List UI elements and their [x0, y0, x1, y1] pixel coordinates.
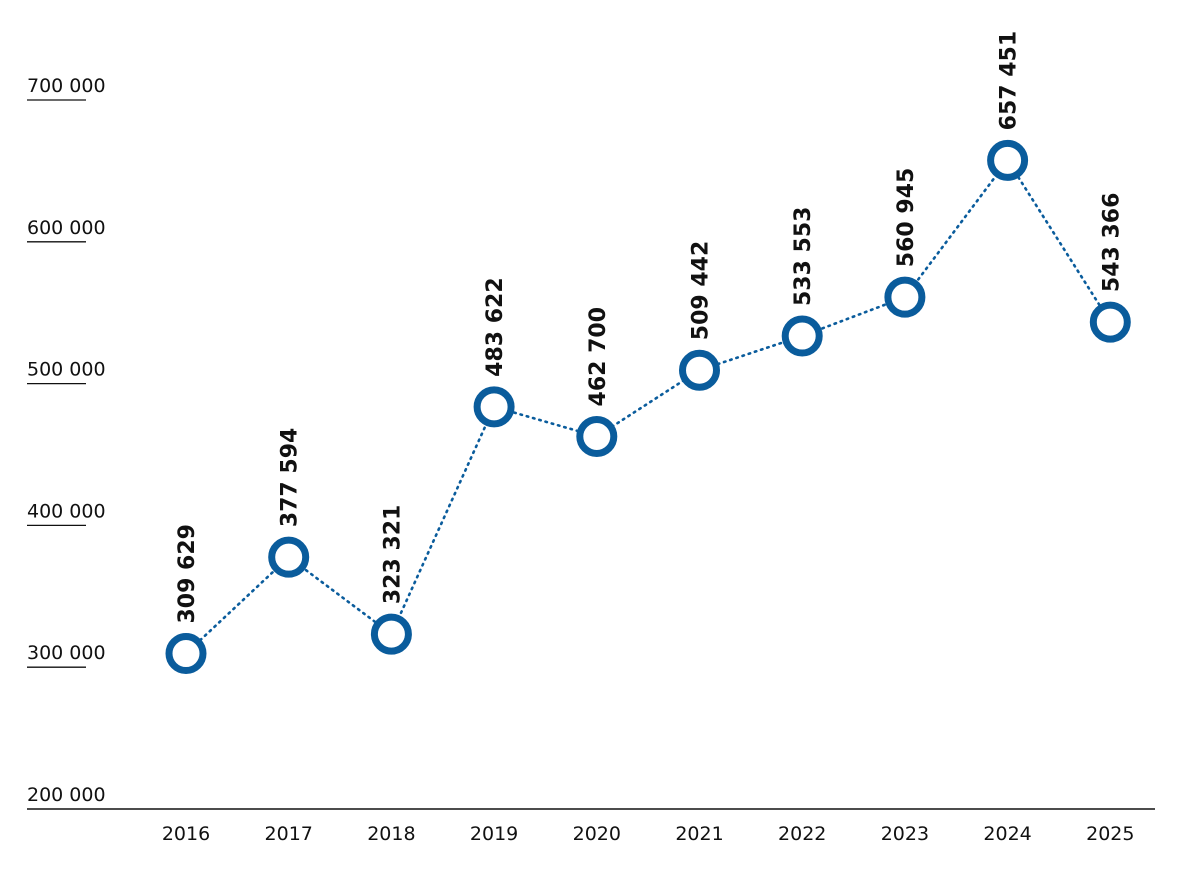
- x-tick-label: 2020: [573, 823, 621, 845]
- data-point: [679, 349, 720, 391]
- data-label: 657 451: [997, 31, 1022, 131]
- data-point: [370, 613, 412, 655]
- x-tick-label: 2021: [675, 823, 723, 845]
- data-label: 323 321: [380, 505, 405, 605]
- y-tick-label: 400 000: [27, 500, 106, 522]
- x-tick-label: 2019: [470, 823, 518, 845]
- data-label: 309 629: [175, 524, 200, 624]
- x-tick-label: 2017: [265, 823, 313, 845]
- data-label: 543 366: [1099, 193, 1124, 293]
- x-tick-label: 2018: [367, 823, 415, 845]
- x-tick-label: 2016: [162, 823, 210, 845]
- data-point: [987, 139, 1029, 181]
- y-tick-label: 300 000: [27, 642, 106, 664]
- data-label: 483 622: [483, 277, 508, 377]
- data-point: [165, 633, 207, 675]
- y-tick-label: 700 000: [27, 75, 106, 97]
- data-point: [473, 386, 515, 428]
- data-point: [268, 536, 310, 578]
- x-tick-label: 2025: [1086, 823, 1134, 845]
- data-point: [781, 315, 823, 357]
- series-markers: [165, 139, 1131, 675]
- data-point: [576, 415, 618, 457]
- series-line: [184, 158, 1112, 655]
- y-tick-label: 500 000: [27, 359, 106, 381]
- x-axis: 2016 2017 2018 2019 2020 2021 2022 2023 2024 2025: [162, 823, 1135, 845]
- data-label: 533 553: [791, 207, 816, 307]
- data-label: 509 442: [689, 241, 714, 341]
- x-tick-label: 2022: [778, 823, 826, 845]
- data-labels: 309 629 377 594 323 321 483 622 462 700 509 4…: [175, 31, 1124, 624]
- y-tick-label: 200 000: [27, 784, 106, 806]
- y-tick-label: 600 000: [27, 217, 106, 239]
- data-label: 377 594: [278, 428, 303, 528]
- y-axis: 700 000 600 000 500 000 400 000 300 000 200 0…: [27, 75, 106, 806]
- data-point: [884, 276, 926, 318]
- data-label: 462 700: [586, 307, 611, 407]
- data-point: [1089, 301, 1131, 343]
- x-tick-label: 2024: [983, 823, 1031, 845]
- data-label: 560 945: [894, 168, 919, 268]
- x-tick-label: 2023: [881, 823, 929, 845]
